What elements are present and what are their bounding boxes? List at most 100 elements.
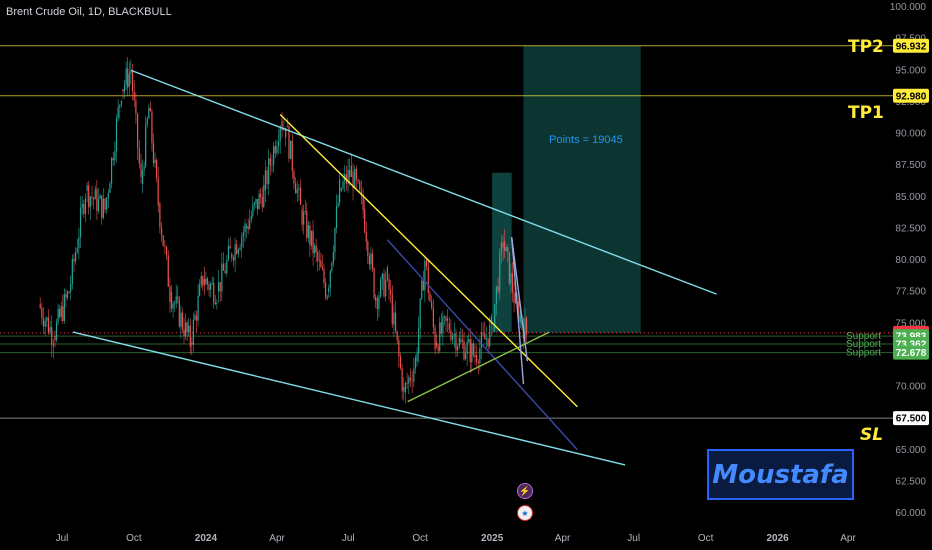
candle-body: [176, 296, 177, 303]
candle-body: [471, 343, 472, 362]
price-tag-92.980: 92.980: [896, 91, 927, 102]
candle-body: [275, 146, 276, 153]
chart-title[interactable]: Brent Crude Oil, 1D, BLACKBULL: [6, 6, 172, 18]
candle-body: [390, 290, 391, 294]
candle-body: [410, 377, 411, 380]
candle-body: [56, 322, 57, 340]
candle-body: [134, 92, 135, 101]
candle-body: [163, 235, 164, 245]
candle-body: [385, 279, 386, 296]
candle-body: [248, 226, 249, 229]
x-tick-label: Apr: [555, 533, 571, 544]
candle-body: [452, 336, 453, 340]
candle-body: [258, 194, 259, 209]
candle-body: [216, 303, 217, 304]
candle-body: [101, 195, 102, 217]
candle-body: [252, 205, 253, 216]
candle-body: [130, 71, 131, 73]
candle-body: [57, 309, 58, 322]
candle-body: [413, 368, 414, 381]
candle-body: [77, 248, 78, 252]
candle-body: [171, 292, 172, 309]
candle-body: [510, 273, 511, 284]
candle-body: [402, 368, 403, 391]
candle-body: [287, 126, 288, 127]
candle-body: [412, 381, 413, 382]
candle-body: [302, 209, 303, 224]
candle-body: [113, 158, 114, 160]
candle-body: [144, 166, 145, 170]
candle-body: [463, 341, 464, 359]
candle-body: [212, 283, 213, 284]
candle-body: [182, 313, 183, 329]
lightning-icon[interactable]: ⚡: [517, 483, 533, 499]
candle-body: [273, 146, 274, 165]
candle-body: [124, 85, 125, 92]
candle-body: [43, 318, 44, 326]
candle-body: [239, 248, 240, 250]
candle-body: [139, 148, 140, 164]
candle-body: [210, 284, 211, 290]
candle-body: [487, 338, 488, 346]
candle-body: [319, 260, 320, 261]
x-tick-label: Oct: [412, 533, 428, 544]
candle-body: [416, 353, 417, 361]
candle-body: [421, 281, 422, 299]
candle-body: [150, 108, 151, 111]
candle-body: [145, 125, 146, 166]
candle-body: [119, 105, 120, 107]
candle-body: [73, 259, 74, 262]
candles-group: [40, 57, 528, 404]
candle-body: [225, 271, 226, 274]
candle-body: [322, 267, 323, 269]
candle-body: [265, 170, 266, 190]
candle-body: [82, 204, 83, 208]
tp1-label: TP1: [848, 103, 884, 123]
candle-body: [481, 333, 482, 348]
points-label: Points = 19045: [549, 134, 623, 146]
candle-body: [334, 228, 335, 252]
projection-line-2: [512, 237, 524, 384]
candle-body: [121, 101, 122, 105]
x-tick-label: Oct: [126, 533, 142, 544]
candle-body: [520, 315, 521, 322]
candle-body: [156, 160, 157, 178]
candle-body: [140, 164, 141, 178]
candle-body: [246, 226, 247, 228]
candle-body: [403, 387, 404, 391]
x-tick-label: 2025: [481, 533, 504, 544]
x-axis: Jul Oct 2024 Apr Jul Oct 2025 Apr Jul Oct 2026 Apr: [56, 533, 857, 544]
candle-body: [470, 339, 471, 362]
candle-body: [373, 268, 374, 297]
candle-body: [320, 260, 321, 267]
y-tick-label: 65.000: [895, 445, 926, 456]
candle-body: [354, 169, 355, 188]
candle-body: [80, 208, 81, 238]
candle-body: [445, 316, 446, 320]
candle-body: [220, 282, 221, 291]
candle-body: [276, 146, 277, 153]
candle-body: [137, 114, 138, 148]
candle-body: [91, 197, 92, 198]
x-tick-label: Apr: [840, 533, 856, 544]
y-tick-label: 80.000: [895, 255, 926, 266]
candle-body: [330, 271, 331, 288]
candle-body: [478, 362, 479, 363]
candle-body: [230, 246, 231, 249]
candle-body: [323, 269, 324, 283]
x-tick-label: Jul: [342, 533, 355, 544]
candle-body: [444, 316, 445, 317]
candle-body: [231, 254, 232, 258]
candle-body: [509, 253, 510, 284]
candle-body: [235, 244, 236, 260]
candle-body: [467, 342, 468, 354]
support-label-3: Support: [846, 348, 881, 359]
us-flag-icon[interactable]: ★: [517, 505, 533, 521]
candle-body: [213, 283, 214, 303]
candle-body: [328, 288, 329, 291]
candle-body: [111, 158, 112, 184]
candle-body: [316, 246, 317, 252]
candle-body: [292, 141, 293, 172]
candle-body: [333, 252, 334, 262]
y-axis: 100.00097.50095.00092.50090.00087.50085.…: [890, 2, 927, 519]
